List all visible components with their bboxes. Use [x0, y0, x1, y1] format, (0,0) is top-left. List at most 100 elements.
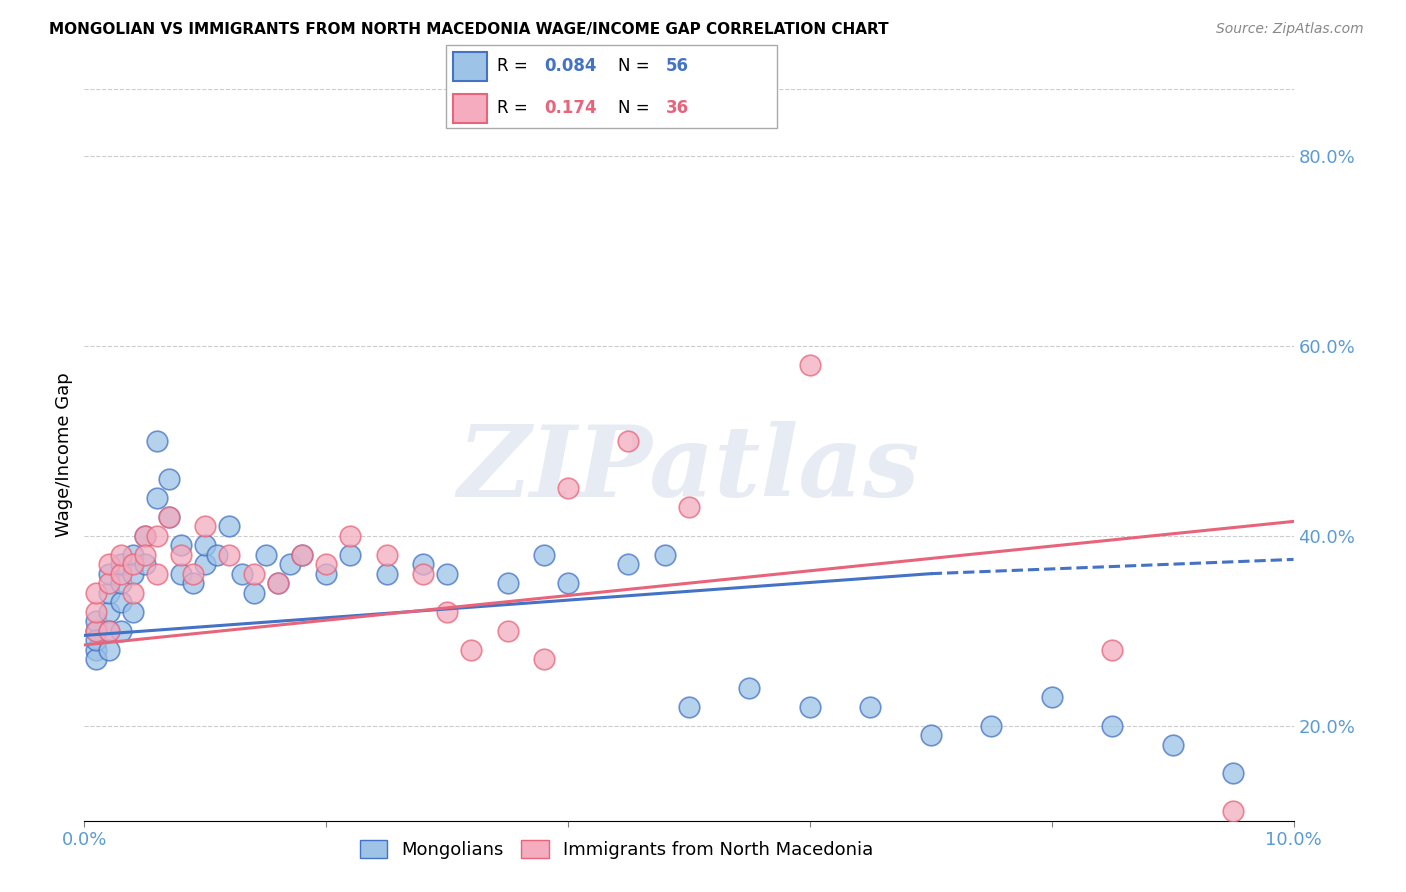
- Point: [1040, 690, 1063, 705]
- Point: [110, 624, 132, 638]
- Point: [799, 699, 821, 714]
- Bar: [453, 94, 486, 122]
- Point: [278, 557, 301, 571]
- Point: [339, 548, 361, 562]
- Point: [110, 576, 132, 591]
- Point: [617, 434, 640, 448]
- Point: [267, 576, 290, 591]
- Point: [181, 566, 204, 581]
- Text: 0.174: 0.174: [544, 99, 596, 117]
- Point: [1222, 766, 1244, 780]
- Point: [436, 605, 458, 619]
- Point: [134, 529, 156, 543]
- Point: [97, 576, 120, 591]
- Point: [412, 557, 434, 571]
- Point: [97, 585, 120, 599]
- Point: [1101, 642, 1123, 657]
- Point: [557, 481, 579, 495]
- Point: [97, 557, 120, 571]
- Point: [134, 557, 156, 571]
- Point: [86, 624, 108, 638]
- Point: [86, 652, 108, 666]
- Point: [654, 548, 676, 562]
- Point: [1161, 738, 1184, 752]
- Point: [1222, 804, 1244, 818]
- Text: 36: 36: [665, 99, 689, 117]
- Point: [678, 699, 700, 714]
- Point: [86, 614, 108, 628]
- Text: MONGOLIAN VS IMMIGRANTS FROM NORTH MACEDONIA WAGE/INCOME GAP CORRELATION CHART: MONGOLIAN VS IMMIGRANTS FROM NORTH MACED…: [49, 22, 889, 37]
- Point: [859, 699, 882, 714]
- Point: [146, 434, 169, 448]
- Point: [86, 642, 108, 657]
- Point: [339, 529, 361, 543]
- Y-axis label: Wage/Income Gap: Wage/Income Gap: [55, 373, 73, 537]
- Point: [134, 548, 156, 562]
- Point: [207, 548, 229, 562]
- Point: [97, 566, 120, 581]
- Point: [231, 566, 253, 581]
- Point: [738, 681, 761, 695]
- Point: [157, 509, 180, 524]
- Point: [134, 529, 156, 543]
- Point: [86, 585, 108, 599]
- Point: [533, 548, 555, 562]
- Text: R =: R =: [496, 99, 538, 117]
- Text: 0.084: 0.084: [544, 57, 596, 75]
- Point: [146, 566, 169, 581]
- Point: [920, 728, 942, 742]
- Point: [617, 557, 640, 571]
- Text: Source: ZipAtlas.com: Source: ZipAtlas.com: [1216, 22, 1364, 37]
- Point: [97, 605, 120, 619]
- Point: [110, 548, 132, 562]
- Point: [121, 557, 143, 571]
- Text: ZIPatlas: ZIPatlas: [458, 421, 920, 517]
- Point: [678, 500, 700, 515]
- Point: [496, 576, 519, 591]
- Point: [146, 491, 169, 505]
- Point: [170, 548, 193, 562]
- Text: 56: 56: [665, 57, 689, 75]
- Point: [315, 566, 337, 581]
- Point: [97, 624, 120, 638]
- Point: [254, 548, 277, 562]
- Point: [267, 576, 290, 591]
- FancyBboxPatch shape: [446, 45, 778, 128]
- Point: [980, 719, 1002, 733]
- Point: [557, 576, 579, 591]
- Point: [181, 576, 204, 591]
- Point: [86, 633, 108, 648]
- Point: [375, 566, 398, 581]
- Point: [86, 624, 108, 638]
- Point: [218, 548, 240, 562]
- Point: [97, 642, 120, 657]
- Text: N =: N =: [619, 57, 655, 75]
- Point: [375, 548, 398, 562]
- Point: [110, 557, 132, 571]
- Point: [110, 595, 132, 609]
- Point: [412, 566, 434, 581]
- Point: [121, 605, 143, 619]
- Point: [799, 358, 821, 372]
- Point: [110, 566, 132, 581]
- Point: [291, 548, 314, 562]
- Text: R =: R =: [496, 57, 533, 75]
- Point: [460, 642, 482, 657]
- Point: [170, 566, 193, 581]
- Point: [533, 652, 555, 666]
- Point: [194, 538, 217, 552]
- Point: [86, 605, 108, 619]
- Point: [121, 548, 143, 562]
- Point: [121, 585, 143, 599]
- Point: [496, 624, 519, 638]
- Legend: Mongolians, Immigrants from North Macedonia: Mongolians, Immigrants from North Macedo…: [353, 832, 880, 866]
- Point: [157, 472, 180, 486]
- Point: [146, 529, 169, 543]
- Text: N =: N =: [619, 99, 655, 117]
- Point: [242, 585, 264, 599]
- Point: [121, 566, 143, 581]
- Point: [218, 519, 240, 533]
- Point: [194, 519, 217, 533]
- Point: [436, 566, 458, 581]
- Point: [315, 557, 337, 571]
